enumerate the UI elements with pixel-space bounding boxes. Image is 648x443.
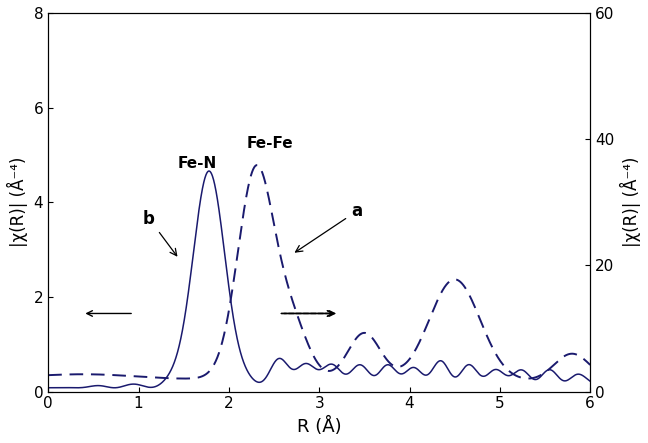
Text: a: a — [295, 202, 362, 252]
Text: b: b — [143, 210, 177, 256]
X-axis label: R (Å): R (Å) — [297, 417, 341, 436]
Y-axis label: |χ(R)| (Å⁻⁴): |χ(R)| (Å⁻⁴) — [7, 157, 28, 248]
Y-axis label: |χ(R)| (Å⁻⁴): |χ(R)| (Å⁻⁴) — [620, 157, 641, 248]
Text: Fe-N: Fe-N — [178, 156, 217, 171]
Text: Fe-Fe: Fe-Fe — [246, 136, 293, 151]
